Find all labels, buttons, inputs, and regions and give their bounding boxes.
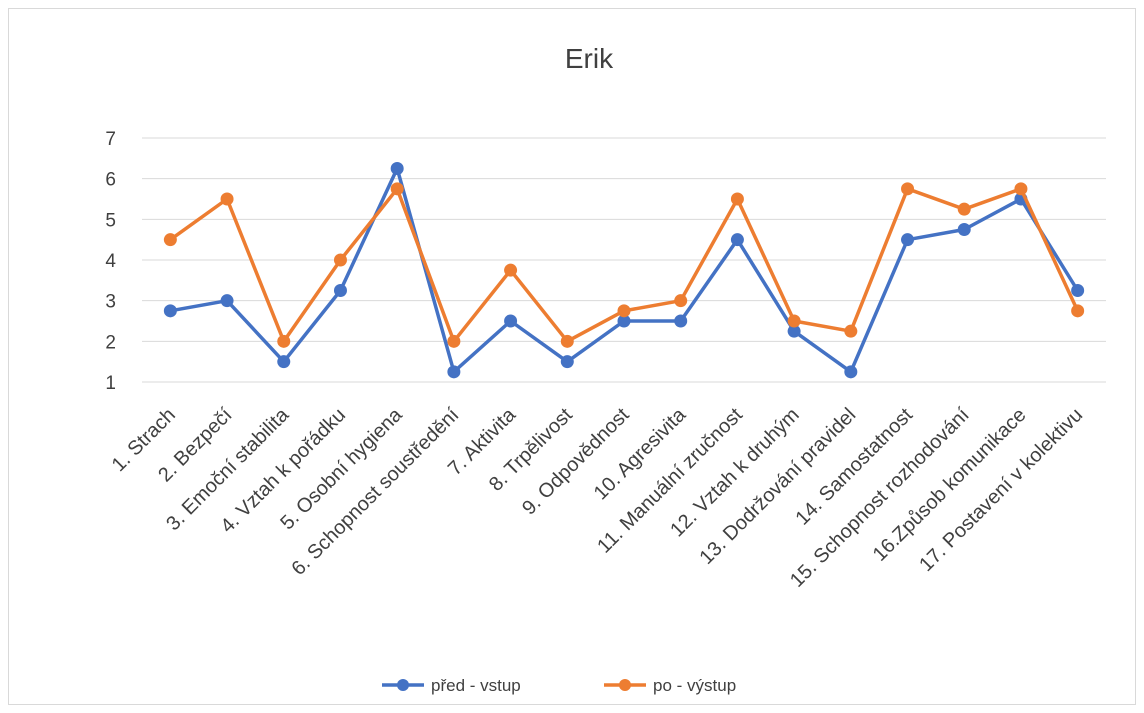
chart-title: Erik <box>565 43 614 74</box>
data-point <box>617 304 631 318</box>
y-tick-label: 4 <box>105 251 116 272</box>
data-point <box>277 334 291 348</box>
data-point <box>277 355 291 369</box>
data-point <box>787 324 801 338</box>
data-point <box>220 294 234 308</box>
data-point <box>674 294 688 308</box>
y-tick-label: 3 <box>105 292 116 313</box>
data-point <box>1071 304 1085 318</box>
series-2 <box>163 182 1085 348</box>
legend-label: před - vstup <box>431 676 521 695</box>
legend-marker <box>397 679 409 691</box>
y-tick-label: 1 <box>105 373 116 394</box>
data-point <box>957 223 971 236</box>
data-point <box>390 162 404 175</box>
series-1 <box>163 162 1085 379</box>
legend-item-1: před - vstup <box>382 676 521 695</box>
legend-item-2: po - výstup <box>604 676 736 695</box>
data-point <box>1014 182 1028 196</box>
data-point <box>730 192 744 206</box>
data-point <box>901 182 915 196</box>
data-point <box>674 314 688 328</box>
data-point <box>901 233 915 247</box>
y-tick-label: 2 <box>105 332 116 353</box>
data-point <box>560 334 574 348</box>
y-tick-label: 7 <box>105 129 116 150</box>
data-point <box>220 192 234 206</box>
data-point <box>1071 284 1085 297</box>
legend: před - vstup po - výstup <box>382 676 736 695</box>
data-point <box>447 365 461 379</box>
data-point <box>957 202 971 216</box>
data-point <box>730 233 744 247</box>
data-point <box>390 182 404 196</box>
series-layer <box>163 162 1085 379</box>
y-axis-ticks: 1 2 3 4 5 6 7 <box>105 129 116 394</box>
data-point <box>617 314 631 328</box>
data-point <box>333 284 347 297</box>
data-point <box>163 304 177 318</box>
data-point <box>844 365 858 379</box>
data-point <box>333 253 347 267</box>
legend-label: po - výstup <box>653 676 736 695</box>
gridlines <box>142 137 1106 383</box>
data-point <box>447 334 461 348</box>
legend-marker <box>619 679 631 691</box>
data-point <box>787 314 801 328</box>
y-tick-label: 6 <box>105 170 116 191</box>
data-point <box>560 355 574 369</box>
data-point <box>504 314 518 328</box>
data-point <box>163 233 177 247</box>
data-point <box>844 324 858 338</box>
y-tick-label: 5 <box>105 210 116 231</box>
data-point <box>504 263 518 277</box>
